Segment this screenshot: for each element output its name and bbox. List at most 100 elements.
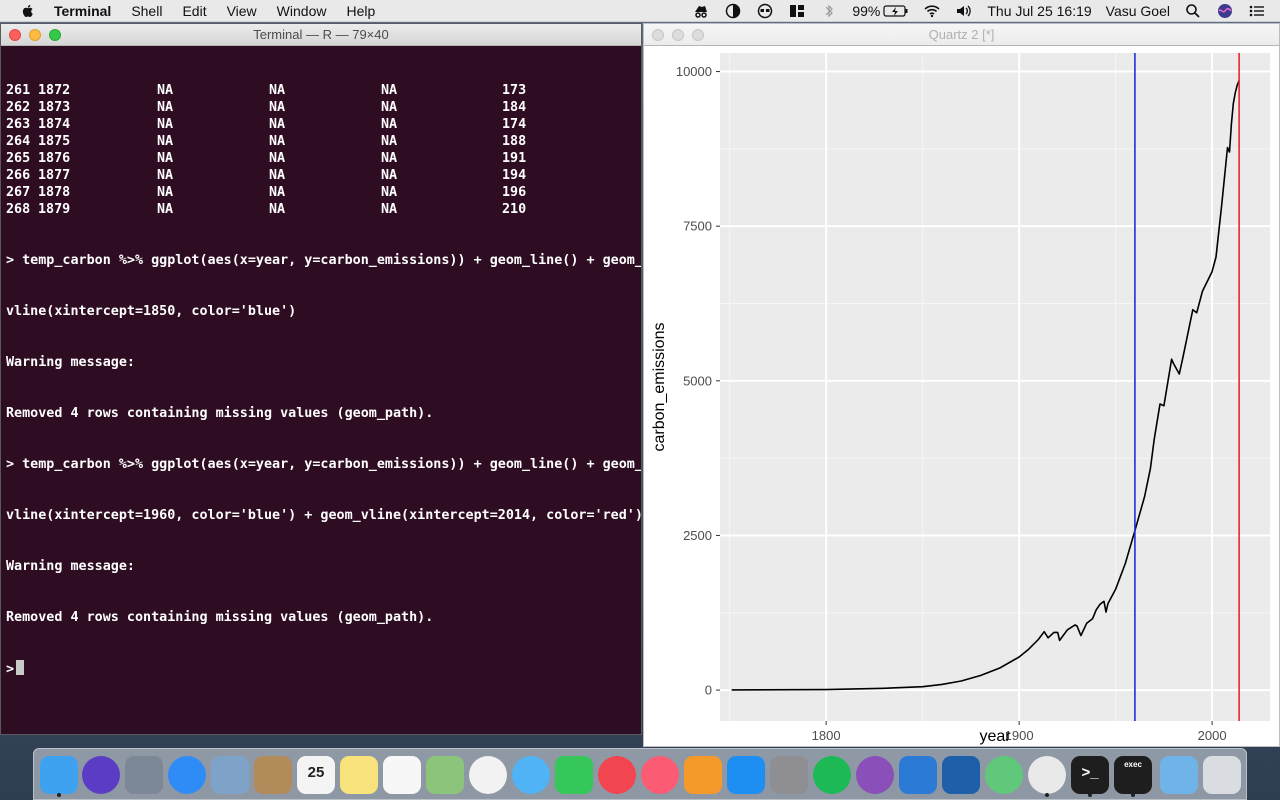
terminal-table-cell: NA	[381, 117, 398, 132]
app-store-icon[interactable]	[727, 756, 765, 794]
menu-window[interactable]: Window	[276, 2, 327, 19]
system-preferences-icon[interactable]	[770, 756, 808, 794]
y-tick-label: 5000	[683, 373, 712, 388]
terminal-table-cell: NA	[157, 185, 174, 200]
siri-menu-icon[interactable]	[1216, 3, 1234, 19]
terminal-table-cell: NA	[157, 151, 174, 166]
github-icon[interactable]	[856, 756, 894, 794]
terminal-table-cell: 1875	[38, 134, 71, 149]
menu-shell[interactable]: Shell	[131, 2, 163, 19]
minimize-button[interactable]	[29, 29, 41, 41]
chrome-icon[interactable]	[1028, 756, 1066, 797]
menu-user[interactable]: Vasu Goel	[1105, 3, 1170, 19]
x-axis-title: year	[979, 728, 1011, 745]
trash-icon[interactable]	[1203, 756, 1241, 794]
terminal-table-cell: 174	[502, 117, 527, 132]
vscode-icon[interactable]	[942, 756, 980, 794]
mail-stamp-icon[interactable]	[211, 756, 249, 794]
terminal-table-cell: 1879	[38, 202, 71, 217]
half-circle-icon[interactable]	[724, 3, 742, 19]
messages-icon[interactable]	[512, 756, 550, 794]
terminal-table-cell: 1876	[38, 151, 71, 166]
terminal-table-cell: 191	[502, 151, 527, 166]
terminal-table-cell: NA	[157, 134, 174, 149]
apple-logo-icon[interactable]	[20, 3, 36, 19]
terminal-line: Removed 4 rows containing missing values…	[6, 406, 434, 421]
safari-icon[interactable]	[168, 756, 206, 794]
dock-icon-label: exec	[1124, 760, 1142, 769]
music-icon[interactable]	[641, 756, 679, 794]
volume-icon[interactable]	[955, 3, 973, 19]
siri-icon[interactable]	[82, 756, 120, 794]
terminal-window[interactable]: Terminal — R — 79×40 261 1872 NA NA NA 173 262…	[0, 23, 642, 735]
terminal-line: > temp_carbon %>% ggplot(aes(x=year, y=c…	[6, 457, 642, 472]
photos-icon[interactable]	[469, 756, 507, 794]
terminal-table-cell: 1872	[38, 83, 71, 98]
terminal-table-cell: NA	[381, 202, 398, 217]
battery-icon	[883, 5, 908, 17]
terminal-table-cell: NA	[269, 83, 286, 98]
books-icon[interactable]	[684, 756, 722, 794]
menu-edit[interactable]: Edit	[182, 2, 207, 19]
y-tick-label: 0	[705, 683, 712, 698]
exec-icon[interactable]: exec	[1114, 756, 1152, 797]
reminders-icon[interactable]	[383, 756, 421, 794]
incognito-icon[interactable]	[692, 3, 710, 19]
spotify-icon[interactable]	[813, 756, 851, 794]
minimize-button[interactable]	[672, 29, 684, 41]
running-indicator	[57, 793, 61, 797]
atom-icon[interactable]	[985, 756, 1023, 794]
menu-help[interactable]: Help	[346, 2, 376, 19]
text-cursor	[16, 660, 25, 675]
terminal-table-cell: NA	[269, 134, 286, 149]
terminal-table-cell: 1878	[38, 185, 71, 200]
xcode-icon[interactable]	[899, 756, 937, 794]
battery-percent: 99%	[852, 3, 881, 19]
news-icon[interactable]	[598, 756, 636, 794]
terminal-table-cell: NA	[381, 100, 398, 115]
terminal-output[interactable]: 261 1872 NA NA NA 173 262 1873 NA NA NA 184 263 1874 N…	[1, 46, 641, 711]
terminal-table-cell: NA	[269, 168, 286, 183]
terminal-table-cell: NA	[381, 151, 398, 166]
terminal-table-cell: NA	[269, 117, 286, 132]
window-tiling-icon[interactable]	[788, 3, 806, 19]
close-button[interactable]	[9, 29, 21, 41]
menu-clock[interactable]: Thu Jul 25 16:19	[987, 3, 1092, 19]
glasses-icon[interactable]	[756, 3, 774, 19]
menu-view[interactable]: View	[226, 2, 257, 19]
quartz-title: Quartz 2 [*]	[928, 27, 995, 42]
y-tick-label: 7500	[683, 219, 712, 234]
terminal-table-cell: NA	[157, 202, 174, 217]
close-button[interactable]	[652, 29, 664, 41]
quartz-plot-window[interactable]: Quartz 2 [*] 1800 1900 2000 0 2500 5000 7500 10…	[643, 23, 1280, 747]
terminal-line: vline(xintercept=1850, color='blue')	[6, 304, 297, 319]
bluetooth-icon[interactable]	[820, 3, 838, 19]
battery-status[interactable]: 99%	[852, 3, 909, 19]
dock-icon-label: >_	[1081, 764, 1099, 781]
maps-icon[interactable]	[426, 756, 464, 794]
calendar-icon[interactable]: 25	[297, 756, 335, 794]
zoom-button[interactable]	[692, 29, 704, 41]
terminal-table-cell: 262	[6, 100, 31, 115]
notification-center-icon[interactable]	[1248, 3, 1266, 19]
quartz-titlebar[interactable]: Quartz 2 [*]	[644, 24, 1279, 46]
notes-icon[interactable]	[340, 756, 378, 794]
running-indicator	[1045, 793, 1049, 797]
terminal-titlebar[interactable]: Terminal — R — 79×40	[1, 24, 641, 46]
spotlight-search-icon[interactable]	[1184, 3, 1202, 19]
menu-terminal[interactable]: Terminal	[54, 2, 112, 19]
launchpad-icon[interactable]	[125, 756, 163, 794]
contacts-icon[interactable]	[254, 756, 292, 794]
terminal-table-cell: NA	[269, 100, 286, 115]
finder-icon[interactable]	[40, 756, 78, 797]
downloads-folder-icon[interactable]	[1160, 756, 1198, 794]
facetime-icon[interactable]	[555, 756, 593, 794]
terminal-table-cell: NA	[269, 151, 286, 166]
terminal-table-cell: 1877	[38, 168, 71, 183]
zoom-button[interactable]	[49, 29, 61, 41]
terminal-table-cell: 1874	[38, 117, 71, 132]
terminal-icon[interactable]: >_	[1071, 756, 1109, 797]
terminal-table-cell: 188	[502, 134, 527, 149]
wifi-icon[interactable]	[923, 3, 941, 19]
terminal-prompt[interactable]: >	[6, 660, 641, 677]
